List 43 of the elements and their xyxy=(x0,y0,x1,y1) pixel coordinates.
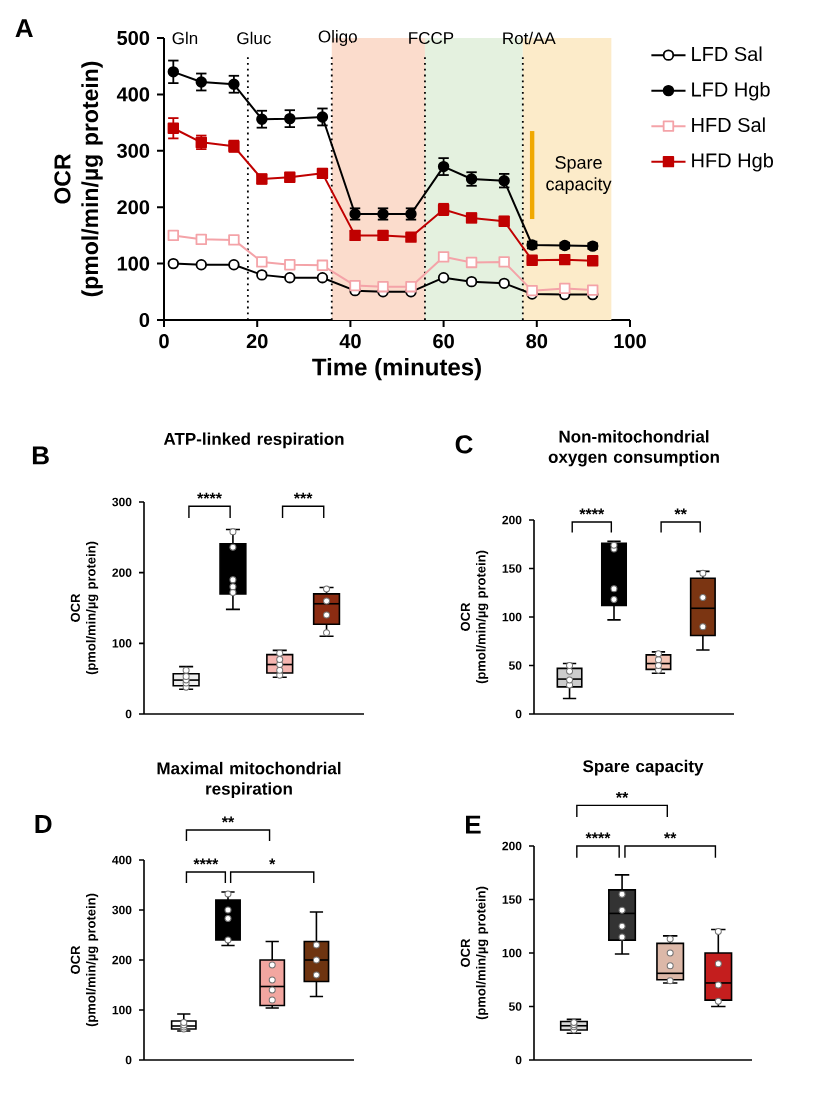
text: B xyxy=(32,446,49,465)
ref-line-label: Rot/AA xyxy=(503,31,556,45)
y-tick-label: 200 xyxy=(117,200,150,215)
annotation: Spare capacity xyxy=(546,156,612,194)
chart-title: ATP-linked respiration xyxy=(163,432,344,449)
text: C xyxy=(455,435,473,454)
y-tick-label: 100 xyxy=(117,256,150,271)
annotation: **** xyxy=(193,858,219,865)
legend-label: HFD Sal xyxy=(692,117,765,133)
text: **** xyxy=(579,508,605,515)
ref-line-label: Oligo xyxy=(318,30,357,46)
text: ** xyxy=(615,791,629,798)
x-axis-title: Time (minutes) xyxy=(312,357,481,381)
x-tick-label: 40 xyxy=(339,334,361,349)
annotation: Gln xyxy=(172,31,198,45)
chart-title: Non-mitochondrial oxygen consumption xyxy=(548,430,719,467)
legend-label: LFD Hgb xyxy=(692,81,770,101)
legend-label: HFD Hgb xyxy=(692,152,774,172)
legend-label: LFD Sal xyxy=(692,46,762,62)
y-tick-label: 500 xyxy=(117,30,150,46)
y-tick-label: 0 xyxy=(139,312,150,328)
y-tick-label: 300 xyxy=(117,143,150,158)
annotation: * xyxy=(269,858,276,865)
text: *** xyxy=(293,492,313,499)
x-tick-label: 100 xyxy=(614,334,646,349)
chart-title: Spare capacity xyxy=(583,759,704,776)
y-tick-label: 400 xyxy=(116,87,150,102)
chart-title: Maximal mitochondrial respiration xyxy=(157,761,341,799)
x-tick-label: 20 xyxy=(246,334,268,349)
x-tick-label: 0 xyxy=(159,334,169,349)
text: **** xyxy=(197,492,222,499)
x-tick-label: 60 xyxy=(433,334,454,349)
text: ** xyxy=(663,832,677,839)
text: D xyxy=(35,815,52,833)
text: ** xyxy=(674,508,687,515)
ref-line-label: FCCP xyxy=(409,32,454,45)
text: E xyxy=(466,815,481,834)
ref-line-label: Gluc xyxy=(237,31,271,45)
text: **** xyxy=(585,832,611,839)
y-axis-title: OCR (pmol/min/µg protein) xyxy=(54,61,103,297)
text: ** xyxy=(221,816,235,823)
x-tick-label: 80 xyxy=(526,334,548,349)
text: A xyxy=(15,19,33,38)
